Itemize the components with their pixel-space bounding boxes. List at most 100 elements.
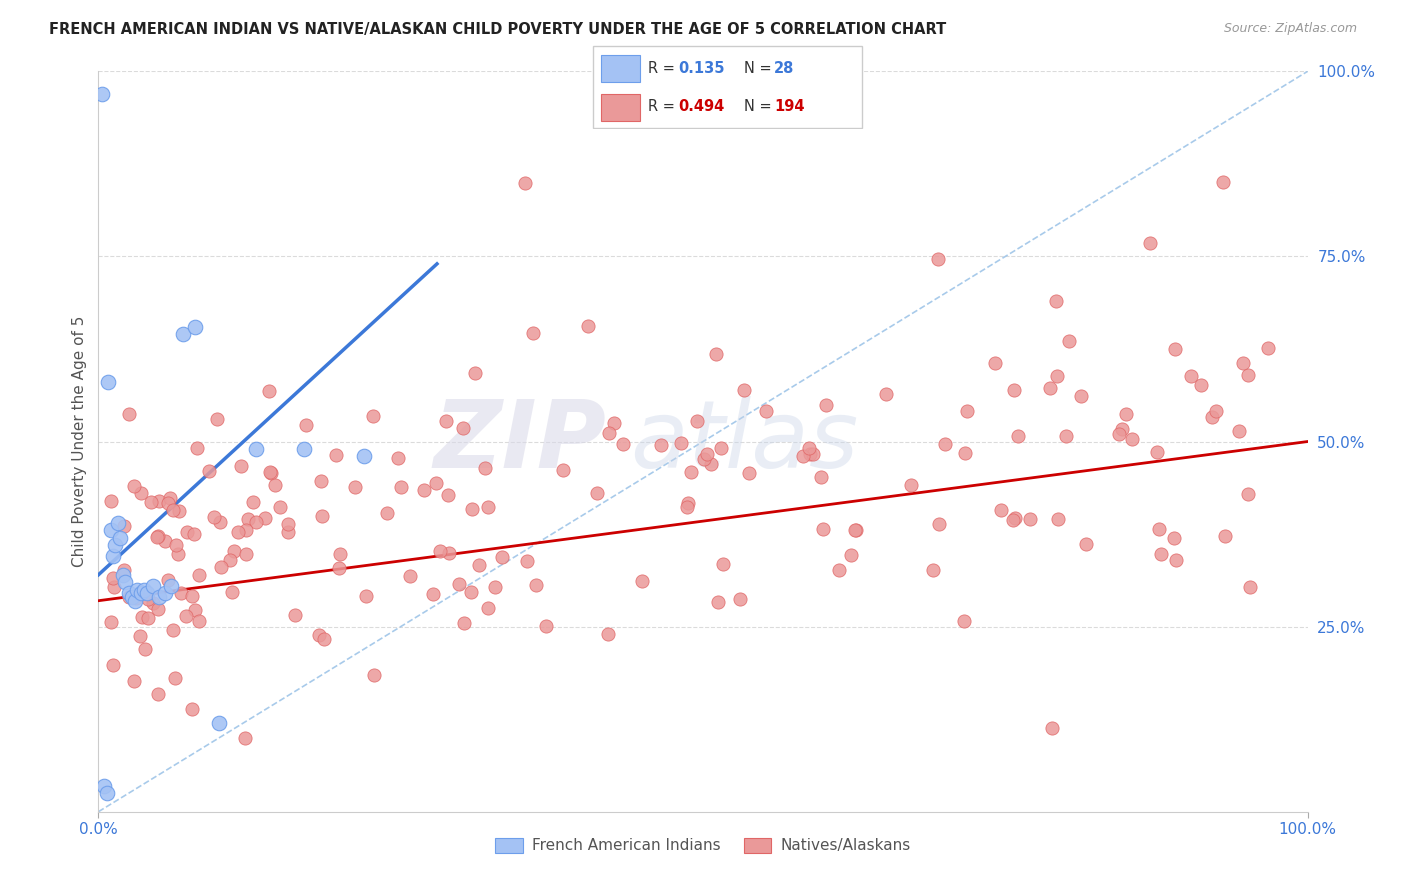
Point [1139, 236, 1161, 251]
Point [1149, 523, 1171, 537]
Point [269, 500, 291, 514]
Point [1039, 381, 1062, 395]
Point [451, 421, 474, 435]
Legend: French American Indians, Natives/Alaskans: French American Indians, Natives/Alaskan… [489, 832, 917, 860]
Point [522, 326, 544, 340]
FancyBboxPatch shape [602, 94, 640, 120]
Point [184, 603, 207, 617]
Point [219, 553, 242, 567]
Point [257, 384, 280, 399]
Point [799, 447, 821, 461]
Point [187, 614, 209, 628]
Point [413, 483, 436, 497]
Point [437, 546, 460, 560]
Point [792, 450, 814, 464]
Point [1237, 368, 1260, 383]
Point [129, 586, 152, 600]
Point [686, 414, 709, 428]
Point [209, 560, 232, 574]
Point [363, 668, 385, 682]
Point [235, 523, 257, 537]
Point [162, 502, 184, 516]
Point [159, 491, 181, 505]
Point [934, 437, 956, 451]
Point [157, 496, 180, 510]
Point [134, 642, 156, 657]
Point [389, 480, 412, 494]
Point [127, 582, 149, 597]
Point [1180, 368, 1202, 383]
Point [1201, 409, 1223, 424]
Point [1074, 537, 1097, 551]
Point [111, 567, 134, 582]
Point [180, 702, 202, 716]
Point [491, 550, 513, 565]
Point [146, 528, 169, 542]
Point [101, 658, 124, 673]
Text: ZIP: ZIP [433, 395, 606, 488]
Point [799, 442, 821, 456]
Point [183, 526, 205, 541]
Point [953, 614, 976, 628]
Point [730, 591, 752, 606]
Point [710, 441, 733, 455]
Point [1070, 389, 1092, 403]
Point [990, 503, 1012, 517]
Point [142, 595, 165, 609]
Point [468, 558, 491, 573]
Point [828, 563, 851, 577]
Point [922, 563, 945, 577]
Text: FRENCH AMERICAN INDIAN VS NATIVE/ALASKAN CHILD POVERTY UNDER THE AGE OF 5 CORREL: FRENCH AMERICAN INDIAN VS NATIVE/ALASKAN… [49, 22, 946, 37]
Point [101, 549, 124, 564]
Point [186, 441, 208, 455]
Point [460, 585, 482, 599]
Point [1166, 552, 1188, 566]
Point [91, 87, 114, 101]
Point [425, 476, 447, 491]
Point [114, 575, 136, 590]
Point [361, 409, 384, 424]
Point [101, 571, 124, 585]
Point [135, 586, 157, 600]
Point [100, 615, 122, 630]
Point [118, 586, 141, 600]
Point [461, 502, 484, 516]
Point [839, 548, 862, 562]
Point [124, 674, 146, 689]
Point [229, 458, 252, 473]
Point [612, 437, 634, 451]
Point [1150, 548, 1173, 562]
Point [671, 436, 693, 450]
Point [208, 515, 231, 529]
Text: 194: 194 [775, 99, 804, 114]
Point [650, 438, 672, 452]
Point [477, 600, 499, 615]
Point [1189, 377, 1212, 392]
Point [165, 538, 187, 552]
Point [814, 399, 837, 413]
Point [429, 543, 451, 558]
Point [118, 407, 141, 421]
Point [96, 786, 118, 800]
Point [176, 524, 198, 539]
Text: R =: R = [648, 99, 679, 114]
Point [146, 687, 169, 701]
Point [453, 615, 475, 630]
Point [235, 731, 257, 745]
Point [1121, 432, 1143, 446]
Point [474, 461, 496, 475]
Point [184, 319, 207, 334]
Point [205, 412, 228, 426]
Point [927, 252, 949, 266]
Point [162, 624, 184, 638]
Point [1163, 531, 1185, 545]
Point [1227, 425, 1250, 439]
Point [139, 495, 162, 509]
Point [156, 574, 179, 588]
Point [103, 580, 125, 594]
Point [112, 563, 135, 577]
Point [100, 524, 122, 538]
Point [956, 404, 979, 418]
Point [172, 327, 194, 342]
Point [477, 500, 499, 514]
